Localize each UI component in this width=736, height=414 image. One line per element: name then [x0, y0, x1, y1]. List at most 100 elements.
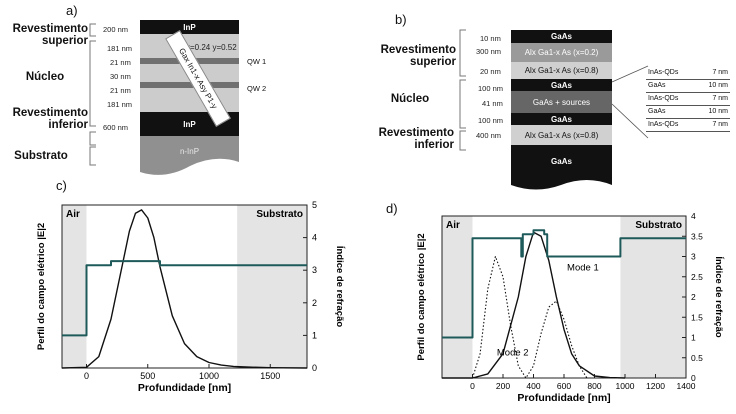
x-axis-label: Profundidade [nm]: [517, 392, 610, 404]
y2-tick-label: 3: [312, 265, 317, 275]
y2-axis-label: Índice de refração: [713, 256, 724, 338]
layer-b-gaas-1: GaAs: [511, 79, 612, 91]
thickness-b-3: 100 nm: [478, 84, 504, 93]
region-label-substrate: Substrato: [256, 209, 303, 220]
x-tick-label: 200: [496, 381, 510, 391]
y2-tick-label: 2: [691, 292, 696, 302]
region-label-air: Air: [66, 209, 80, 220]
layer-b-gaas-2: GaAs: [511, 113, 612, 125]
x-tick-label: 500: [140, 371, 155, 381]
y2-axis-label: Índice de refração: [334, 246, 345, 328]
y2-tick-label: 2: [312, 298, 317, 308]
core-label-b: Núcleo: [390, 93, 430, 105]
layer-b-substrate-label: GaAs: [551, 156, 572, 166]
y2-tick-label: 1: [312, 330, 317, 340]
composition-label-a: x=0.24 y=0.52: [186, 43, 237, 52]
x-tick-label: 1500: [260, 371, 280, 381]
y2-tick-label: 1: [691, 333, 696, 343]
x-tick-label: 1000: [616, 381, 635, 391]
thickness-a-2: 21 nm: [110, 58, 131, 67]
panel-a-brackets: [89, 23, 96, 166]
qd-table-row: InAs-QDs 7 nm: [646, 67, 730, 80]
panel-b-brackets: [459, 29, 466, 151]
y2-tick-label: 0: [691, 373, 696, 383]
top-cladding-label-b: Revestimento superior: [380, 44, 456, 68]
thickness-b-4: 41 nm: [482, 99, 503, 108]
qd-table-row: InAs-QDs 7 nm: [646, 93, 730, 106]
qd-table-thickness: 7 nm: [712, 121, 728, 128]
thickness-b-1: 300 nm: [476, 47, 502, 56]
layer-a-substrate-label: n-InP: [179, 146, 200, 156]
x-tick-label: 1000: [199, 371, 219, 381]
layer-stack-b: GaAs Alx Ga1-x As (x=0.2) Alx Ga1-x As (…: [511, 30, 612, 192]
shaded-region: [442, 216, 473, 378]
layer-b-algaas-02: Alx Ga1-x As (x=0.2): [511, 43, 612, 62]
y-axis-label: Perfil do campo elétrico |E|2: [416, 233, 427, 360]
layer-a-substrate-shape: [140, 136, 239, 175]
qd-table-thickness: 7 nm: [712, 69, 728, 76]
qd-table-thickness: 10 nm: [708, 82, 728, 89]
shaded-region: [62, 205, 87, 368]
panel-c-letter: c): [56, 178, 67, 193]
thickness-b-0: 10 nm: [480, 34, 501, 43]
qd-table-row: GaAs 10 nm: [646, 106, 730, 119]
thickness-a-5: 181 nm: [107, 100, 133, 109]
x-axis-label: Profundidade [nm]: [138, 382, 231, 394]
panel-b-letter: b): [395, 12, 407, 27]
series-field: [61, 209, 308, 369]
chart-d: 0 200 400 600 800 1000 1200 140000.511.522.533.…: [416, 211, 724, 404]
qd-table-material: GaAs: [648, 82, 666, 89]
plot-frame: [61, 204, 308, 369]
mode1-annotation: Mode 1: [567, 263, 599, 274]
qd-table-thickness: 10 nm: [708, 108, 728, 115]
bottom-cladding-label-b: Revestimento inferior: [378, 127, 454, 151]
panel-d-letter: d): [386, 201, 398, 216]
qd-table-row: GaAs 10 nm: [646, 80, 730, 93]
y2-tick-label: 2.5: [691, 272, 703, 282]
layer-b-gaas-cap: GaAs: [511, 30, 612, 43]
bottom-cladding-label-a: Revestimento inferior: [12, 107, 88, 131]
series-mode1: [442, 231, 626, 379]
y2-tick-label: 0: [312, 363, 317, 373]
thickness-a-6: 600 nm: [103, 123, 129, 132]
top-cladding-label-a: Revestimento superior: [12, 23, 88, 47]
thickness-a-3: 30 nm: [110, 72, 131, 81]
y-axis-label: Perfil do campo elétrico |E|2: [36, 223, 47, 350]
series-mode2: [471, 255, 588, 379]
panel-b-zoom-lines: [611, 65, 649, 139]
y2-tick-label: 4: [312, 233, 317, 243]
qd-table-material: InAs-QDs: [648, 121, 679, 128]
qd-table-material: InAs-QDs: [648, 69, 679, 76]
thickness-b-6: 400 nm: [476, 131, 502, 140]
qd-table-thickness: 7 nm: [712, 95, 728, 102]
chart-c: 0 500 1000 1500 0 1 2 3 4 5 Profundidade [nm] Perfi…: [36, 200, 345, 394]
y2-tick-label: 3.5: [691, 231, 703, 241]
x-tick-label: 1400: [677, 381, 696, 391]
x-tick-label: 600: [557, 381, 571, 391]
mode2-annotation: Mode 2: [497, 348, 529, 359]
layer-b-substrate-shape: [511, 145, 612, 190]
layer-a-inp-top: InP: [140, 20, 239, 34]
panel-a-letter: a): [66, 3, 78, 18]
thickness-b-2: 20 nm: [480, 67, 501, 76]
y2-tick-label: 0.5: [691, 353, 703, 363]
layer-b-algaas-08-top: Alx Ga1-x As (x=0.8): [511, 62, 612, 79]
substrate-label-a: Substrato: [14, 150, 68, 162]
region-label-substrate: Substrato: [635, 220, 682, 231]
y2-tick-label: 1.5: [691, 312, 703, 322]
y2-tick-label: 3: [691, 252, 696, 262]
qd-table-row: InAs-QDs 7 nm: [646, 119, 730, 132]
shaded-region: [620, 216, 686, 378]
x-tick-label: 400: [526, 381, 540, 391]
qw1-label: QW 1: [247, 57, 267, 66]
qd-table-material: InAs-QDs: [648, 95, 679, 102]
layer-b-gaas-sources: GaAs + sources: [511, 91, 612, 113]
thickness-a-0: 200 nm: [103, 25, 129, 34]
layer-a-qw2: [140, 82, 239, 88]
region-label-air: Air: [446, 220, 460, 231]
x-tick-label: 0: [470, 381, 475, 391]
thickness-b-5: 100 nm: [478, 116, 504, 125]
qw2-label: QW 2: [247, 84, 267, 93]
core-label-a: Núcleo: [25, 71, 65, 83]
shaded-region: [237, 205, 307, 368]
